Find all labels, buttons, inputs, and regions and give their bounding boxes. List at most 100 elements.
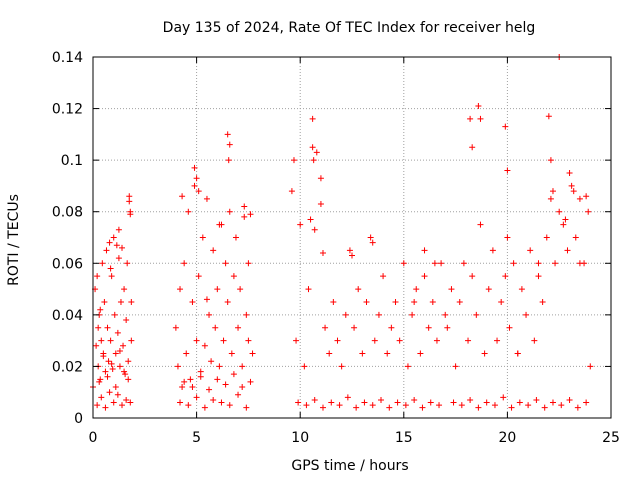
data-point [183,350,190,357]
data-point [172,324,179,331]
data-point [98,337,105,344]
data-point [116,363,123,370]
data-point [100,353,107,360]
data-point [545,113,552,120]
data-point [489,247,496,254]
data-point [113,242,120,249]
data-point [228,350,235,357]
data-point [107,337,114,344]
data-point [235,324,242,331]
data-point [317,175,324,182]
data-point [232,234,239,241]
data-point [212,324,219,331]
data-point [411,396,418,403]
data-point [226,402,233,409]
data-point [438,260,445,267]
data-point [121,286,128,293]
data-point [301,363,308,370]
data-point [460,260,467,267]
data-point [344,394,351,401]
data-point [241,203,248,210]
data-point [500,394,507,401]
data-point [245,260,252,267]
chart-title: Day 135 of 2024, Rate Of TEC Index for r… [163,20,536,36]
data-point [572,234,579,241]
data-point [429,298,436,305]
data-point [547,157,554,164]
data-point [533,396,540,403]
data-point [367,234,374,241]
data-point [222,260,229,267]
x-tick-label: 20 [498,430,516,446]
data-point [189,298,196,305]
data-point [174,363,181,370]
data-point [97,306,104,313]
data-point [307,216,314,223]
data-point [203,195,210,202]
data-point [185,208,192,215]
data-point [214,286,221,293]
data-point [585,208,592,215]
data-point [226,141,233,148]
data-point [216,363,223,370]
data-point [96,378,103,385]
data-point [111,311,118,318]
data-point [516,399,523,406]
data-point [177,399,184,406]
data-point [94,273,101,280]
data-point [587,363,594,370]
data-point [353,404,360,411]
data-point [309,144,316,151]
data-point [297,221,304,228]
data-point [361,399,368,406]
data-point [469,273,476,280]
data-point [564,247,571,254]
data-point [541,404,548,411]
data-point [237,286,244,293]
data-point [214,376,221,383]
data-point [104,324,111,331]
data-point [179,193,186,200]
data-point [351,324,358,331]
data-point [549,188,556,195]
y-tick-label: 0.1 [61,153,83,169]
data-point [102,404,109,411]
data-point [562,216,569,223]
data-point [570,188,577,195]
data-point [247,378,254,385]
data-point [477,221,484,228]
data-point [510,260,517,267]
data-point [475,102,482,109]
y-tick-label: 0.06 [52,256,83,272]
data-point [556,208,563,215]
data-point [359,350,366,357]
y-tick-label: 0.08 [52,205,83,221]
data-point [456,298,463,305]
data-point [197,368,204,375]
data-point [99,260,106,267]
data-point [566,170,573,177]
data-point [448,286,455,293]
data-point [574,404,581,411]
data-point [122,371,129,378]
data-point [477,115,484,122]
data-point [433,337,440,344]
data-point [108,360,115,367]
data-point [467,396,474,403]
data-point [191,182,198,189]
data-point [106,239,113,246]
data-point [119,402,126,409]
data-point [311,226,318,233]
data-point [576,260,583,267]
data-point [483,399,490,406]
data-point [411,298,418,305]
data-point [106,389,113,396]
data-point [181,260,188,267]
data-point [583,193,590,200]
data-point [104,373,111,380]
data-point [206,311,213,318]
data-point [203,296,210,303]
data-point [245,337,252,344]
data-point [128,298,135,305]
data-point [378,396,385,403]
